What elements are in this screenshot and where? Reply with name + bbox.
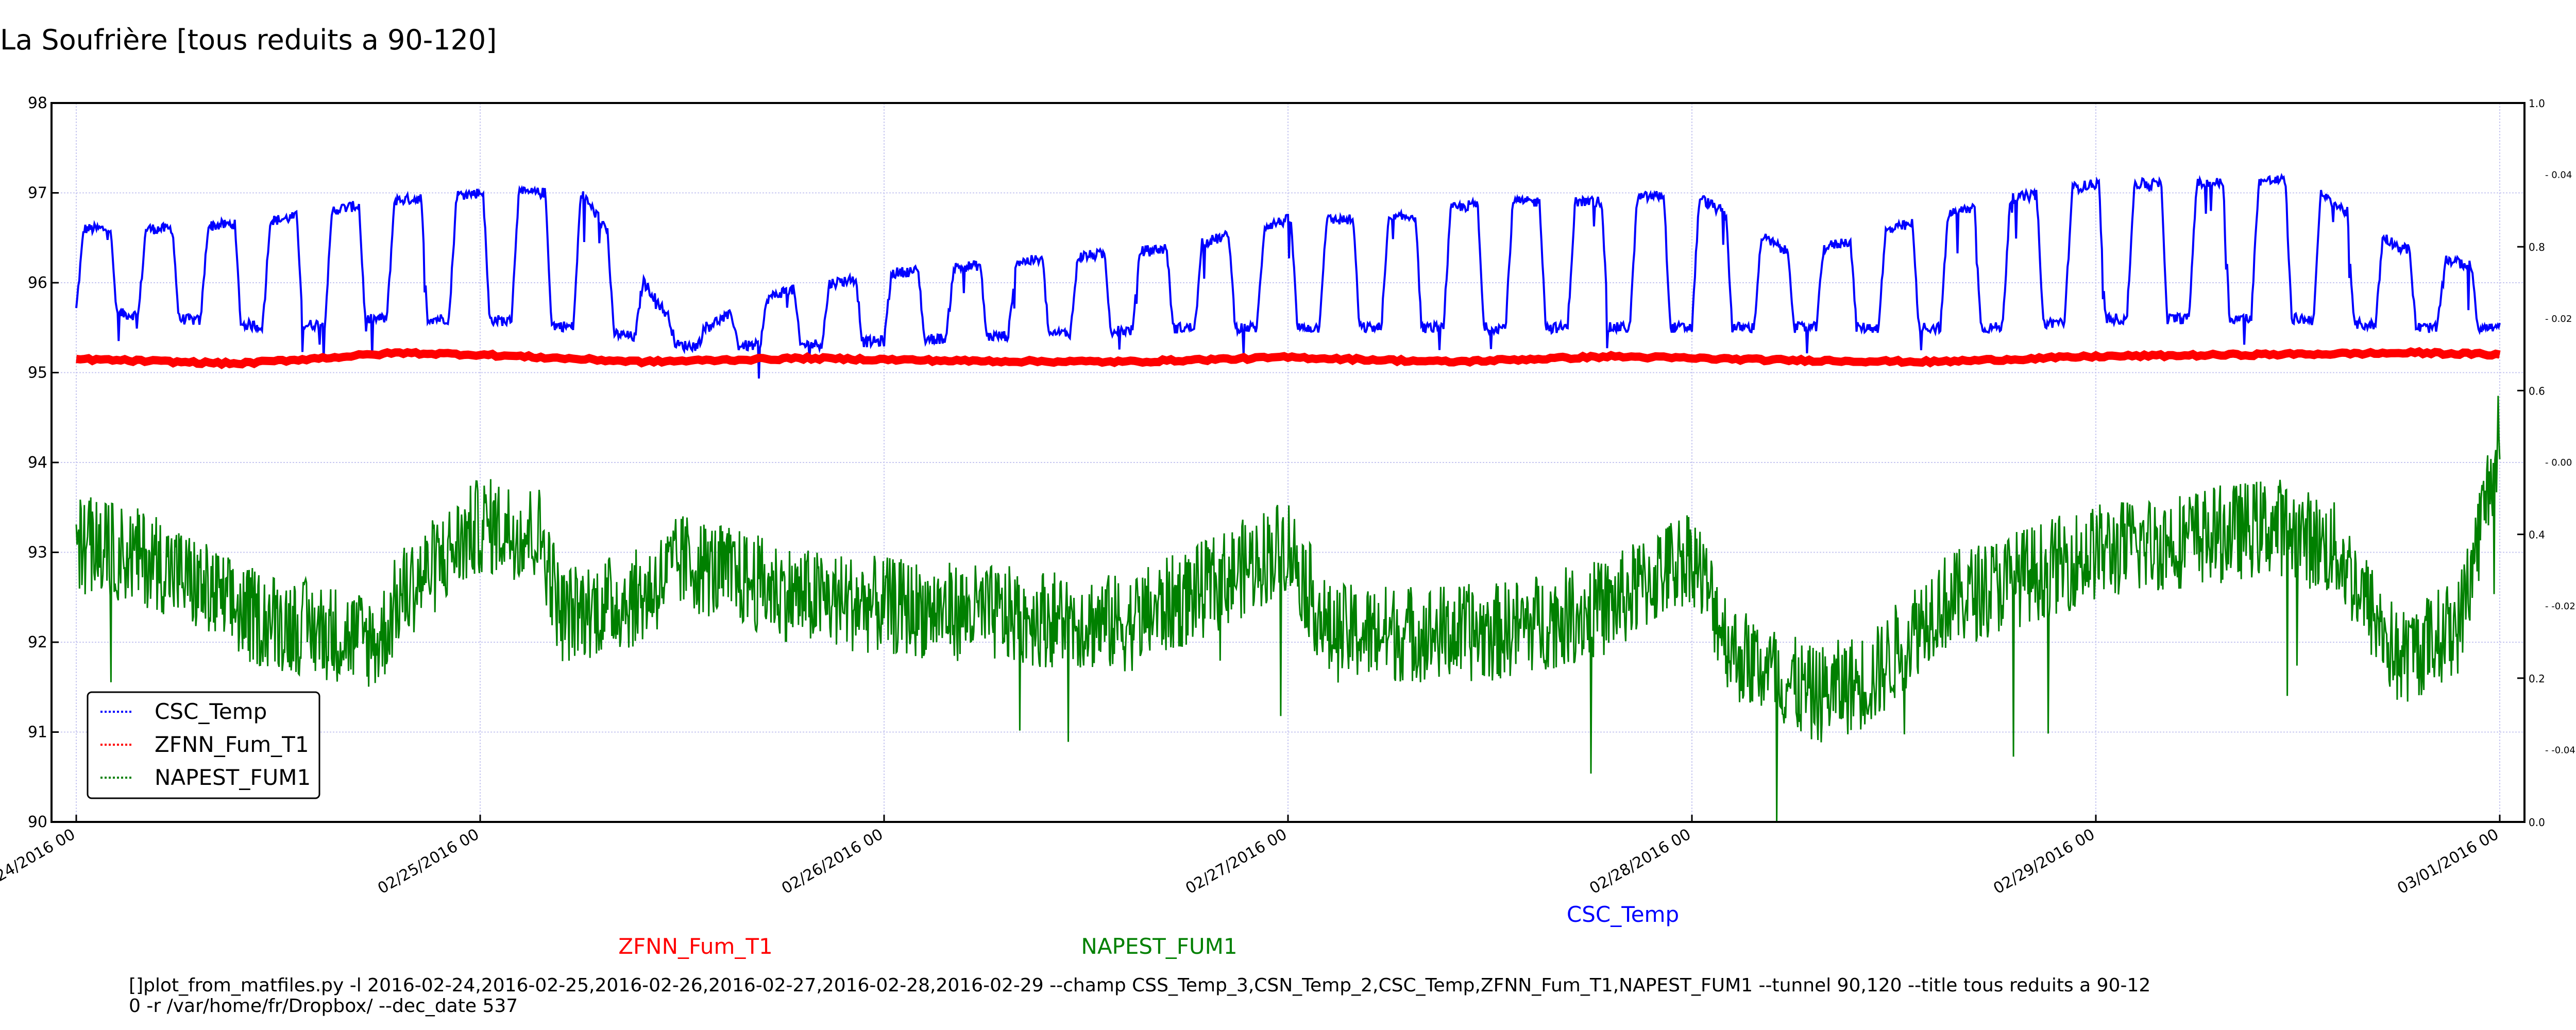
x-tick-label: 03/01/2016 00 (2394, 826, 2502, 898)
x-tick-label: 02/27/2016 00 (1182, 826, 1290, 898)
series-label-below: NAPEST_FUM1 (1081, 934, 1237, 959)
right-axis-inner: - -0.04 - -0.02 - 0.00 - 0.02 - 0.04 (2545, 170, 2575, 756)
command-line-text: []plot_from_matfiles.py -l 2016-02-24,20… (129, 975, 2150, 1017)
y-tick-label: 93 (28, 544, 47, 562)
right-tick-label: 0.6 (2529, 385, 2545, 397)
series-label-below: ZFNN_Fum_T1 (618, 934, 773, 959)
y-tick-label: 95 (28, 364, 47, 382)
legend-label: ZFNN_Fum_T1 (155, 732, 309, 757)
right-inner-tick-label: - 0.00 (2545, 457, 2572, 468)
legend-box (87, 691, 320, 799)
y-axis: 90 91 92 93 94 95 96 97 98 (28, 94, 59, 831)
series-labels-below: ZFNN_Fum_T1 NAPEST_FUM1 CSC_Temp (618, 902, 1679, 959)
right-inner-tick-label: - 0.02 (2545, 314, 2572, 324)
series-csc-temp (75, 173, 2501, 379)
legend-label: NAPEST_FUM1 (155, 765, 311, 790)
right-tick-label: 0.4 (2529, 529, 2545, 541)
right-tick-label: 0.8 (2529, 241, 2545, 253)
y-tick-label: 90 (28, 813, 47, 831)
right-tick-label: 0.0 (2529, 816, 2545, 829)
right-axis: 0.0 0.2 0.4 0.6 0.8 1.0 (2517, 97, 2545, 829)
x-tick-label: 02/28/2016 00 (1586, 826, 1694, 898)
y-tick-label: 98 (28, 94, 47, 112)
y-tick-label: 94 (28, 454, 47, 472)
y-tick-label: 97 (28, 184, 47, 202)
series-napest-fum1 (75, 396, 2501, 822)
right-tick-label: 0.2 (2529, 673, 2545, 685)
series-zfnn-fum-t1 (76, 347, 2501, 369)
legend-label: CSC_Temp (155, 699, 267, 724)
y-tick-label: 91 (28, 724, 47, 742)
x-tick-label: 02/25/2016 00 (375, 826, 482, 898)
chart-title: La Soufrière [tous reduits a 90-120] (0, 24, 497, 56)
series-layer (75, 173, 2501, 822)
y-tick-label: 96 (28, 274, 47, 292)
legend: CSC_Temp ZFNN_Fum_T1 NAPEST_FUM1 (87, 691, 320, 799)
right-tick-label: 1.0 (2529, 97, 2545, 110)
command-line-1: []plot_from_matfiles.py -l 2016-02-24,20… (129, 975, 2151, 996)
y-tick-label: 92 (28, 633, 47, 651)
x-tick-label: 02/29/2016 00 (1990, 826, 2098, 898)
right-inner-tick-label: - -0.02 (2545, 601, 2575, 612)
x-tick-label: 02/24/2016 00 (0, 826, 78, 898)
right-inner-tick-label: - -0.04 (2545, 745, 2575, 756)
command-line-2: 0 -r /var/home/fr/Dropbox/ --dec_date 53… (129, 995, 518, 1017)
right-inner-tick-label: - 0.04 (2545, 170, 2572, 181)
x-tick-label: 02/26/2016 00 (778, 826, 886, 898)
series-label-below: CSC_Temp (1567, 902, 1679, 927)
x-axis: 02/24/2016 00 02/25/2016 00 02/26/2016 00 0… (0, 815, 2502, 898)
